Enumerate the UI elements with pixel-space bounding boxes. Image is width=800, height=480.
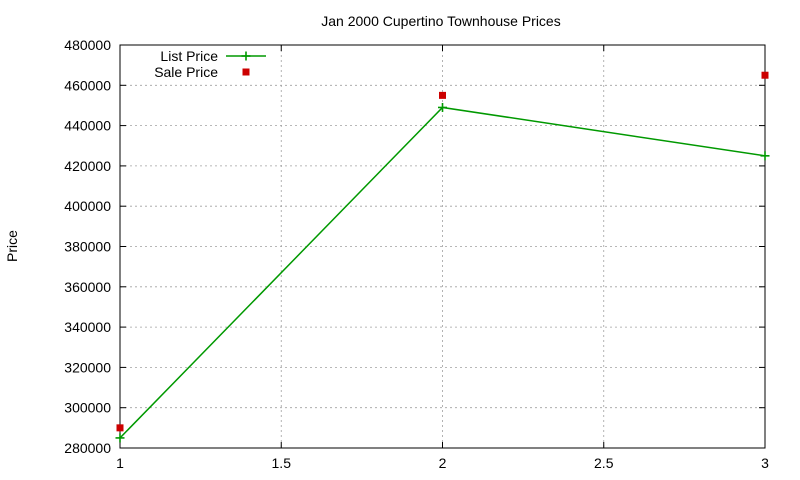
y-tick-label: 380000: [64, 239, 111, 255]
y-tick-label: 320000: [64, 359, 111, 375]
legend-swatch-square: [242, 68, 250, 76]
y-tick-label: 300000: [64, 400, 111, 416]
legend-label: Sale Price: [154, 64, 218, 80]
chart-title: Jan 2000 Cupertino Townhouse Prices: [321, 13, 560, 29]
y-tick-label: 280000: [64, 440, 111, 456]
list-price-line: [119, 106, 766, 439]
x-tick-label: 3: [761, 455, 769, 471]
legend-entry: List Price: [160, 48, 266, 64]
x-tick-label: 2: [439, 455, 447, 471]
x-tick-label: 2.5: [594, 455, 614, 471]
x-tick-label: 1: [116, 455, 124, 471]
legend-label: List Price: [160, 48, 218, 64]
sale-price-point: [761, 71, 769, 79]
series-list-price: [115, 102, 770, 443]
y-tick-label: 440000: [64, 118, 111, 134]
y-tick-label: 360000: [64, 279, 111, 295]
axis-ticks: 1 1.5 2 2.5 3 280000 300000 320000 340000 360000 3…: [64, 37, 769, 471]
plus-marker: [438, 102, 447, 112]
y-tick-label: 400000: [64, 198, 111, 214]
series-sale-price: [116, 71, 769, 432]
grid: [120, 45, 765, 448]
series: [115, 71, 770, 443]
x-tick-label: 1.5: [272, 455, 292, 471]
y-tick-label: 460000: [64, 77, 111, 93]
sale-price-point: [439, 91, 446, 99]
plus-marker: [760, 151, 770, 161]
y-axis-label: Price: [4, 230, 20, 262]
y-tick-label: 340000: [64, 319, 111, 335]
legend-entry: Sale Price: [154, 64, 250, 80]
y-tick-label: 420000: [64, 158, 111, 174]
plus-marker: [115, 433, 125, 443]
sale-price-point: [116, 424, 124, 432]
y-tick-label: 480000: [64, 37, 111, 53]
plus-marker: [241, 51, 251, 61]
